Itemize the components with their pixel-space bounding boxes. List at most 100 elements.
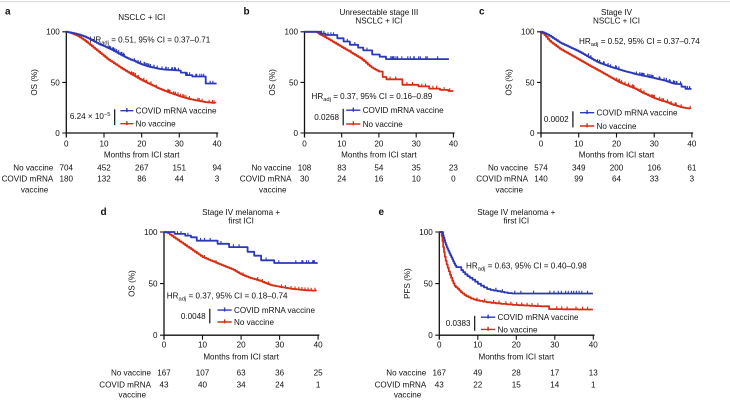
svg-text:40: 40 — [589, 341, 599, 350]
svg-text:50: 50 — [525, 78, 535, 87]
svg-text:0.0268: 0.0268 — [314, 113, 339, 122]
svg-text:COVID mRNA vaccine: COVID mRNA vaccine — [498, 313, 579, 322]
svg-text:HRadj = 0.51, 95% CI = 0.37–0.: HRadj = 0.51, 95% CI = 0.37–0.71 — [90, 36, 211, 47]
svg-text:0: 0 — [539, 139, 544, 148]
svg-text:34: 34 — [237, 380, 247, 389]
svg-text:vaccine: vaccine — [21, 185, 49, 194]
svg-text:NSCLC + ICI: NSCLC + ICI — [355, 16, 402, 25]
svg-text:No vaccine: No vaccine — [234, 318, 275, 327]
svg-text:0: 0 — [293, 129, 298, 138]
svg-text:54: 54 — [374, 163, 384, 172]
svg-text:64: 64 — [612, 175, 622, 184]
svg-text:43: 43 — [435, 380, 445, 389]
svg-text:43: 43 — [159, 380, 169, 389]
svg-text:COVID mRNA: COVID mRNA — [375, 380, 427, 389]
svg-text:35: 35 — [412, 163, 422, 172]
svg-text:No vaccine: No vaccine — [111, 369, 152, 378]
svg-text:COVID mRNA vaccine: COVID mRNA vaccine — [597, 109, 678, 118]
svg-text:25: 25 — [314, 369, 324, 378]
svg-text:d: d — [101, 207, 107, 218]
svg-text:vaccine: vaccine — [496, 185, 524, 194]
svg-text:94: 94 — [212, 163, 222, 172]
svg-text:50: 50 — [289, 78, 299, 87]
svg-text:30: 30 — [412, 139, 422, 148]
svg-text:vaccine: vaccine — [259, 185, 287, 194]
svg-text:e: e — [379, 207, 385, 218]
svg-text:No vaccine: No vaccine — [386, 369, 427, 378]
svg-text:OS (%): OS (%) — [505, 69, 514, 96]
svg-text:vaccine: vaccine — [119, 391, 147, 400]
svg-text:1: 1 — [591, 380, 596, 389]
svg-text:10: 10 — [99, 139, 109, 148]
svg-text:No vaccine: No vaccine — [488, 163, 529, 172]
svg-text:100: 100 — [284, 28, 298, 37]
svg-text:24: 24 — [337, 175, 347, 184]
svg-text:23: 23 — [449, 163, 459, 172]
svg-text:COVID mRNA: COVID mRNA — [2, 175, 54, 184]
svg-text:50: 50 — [424, 280, 434, 289]
svg-text:3: 3 — [690, 175, 695, 184]
svg-text:167: 167 — [433, 369, 447, 378]
svg-text:267: 267 — [135, 163, 149, 172]
svg-text:Months from ICI start: Months from ICI start — [203, 353, 279, 362]
svg-text:180: 180 — [60, 175, 74, 184]
svg-text:Unresectable stage III: Unresectable stage III — [340, 8, 419, 17]
svg-text:100: 100 — [419, 228, 433, 237]
svg-text:COVID mRNA vaccine: COVID mRNA vaccine — [136, 107, 217, 116]
svg-text:Months from ICI start: Months from ICI start — [579, 150, 655, 159]
svg-text:Stage IV melanoma +: Stage IV melanoma + — [477, 208, 555, 217]
svg-text:20: 20 — [612, 139, 622, 148]
svg-text:574: 574 — [534, 163, 548, 172]
svg-text:Months from ICI start: Months from ICI start — [341, 150, 417, 159]
svg-text:No vaccine: No vaccine — [498, 325, 539, 334]
svg-text:10: 10 — [473, 341, 483, 350]
svg-text:14: 14 — [550, 380, 560, 389]
svg-text:349: 349 — [572, 163, 586, 172]
svg-text:36: 36 — [275, 369, 285, 378]
svg-text:13: 13 — [589, 369, 599, 378]
svg-text:NSCLC + ICI: NSCLC + ICI — [593, 16, 640, 25]
svg-text:28: 28 — [512, 369, 522, 378]
svg-text:COVID mRNA: COVID mRNA — [476, 175, 528, 184]
svg-text:0: 0 — [302, 139, 307, 148]
svg-text:COVID mRNA vaccine: COVID mRNA vaccine — [234, 306, 315, 315]
svg-text:10: 10 — [574, 139, 584, 148]
svg-text:PFS (%): PFS (%) — [403, 268, 412, 299]
svg-text:0.0002: 0.0002 — [544, 115, 569, 124]
svg-text:40: 40 — [687, 139, 697, 148]
svg-text:0: 0 — [55, 129, 60, 138]
svg-text:83: 83 — [337, 163, 347, 172]
svg-text:0: 0 — [153, 331, 158, 340]
svg-text:86: 86 — [137, 175, 147, 184]
svg-text:50: 50 — [148, 280, 158, 289]
svg-text:16: 16 — [374, 175, 384, 184]
svg-text:0: 0 — [428, 331, 433, 340]
svg-text:0.0048: 0.0048 — [181, 312, 206, 321]
svg-text:COVID mRNA vaccine: COVID mRNA vaccine — [363, 106, 444, 115]
svg-text:30: 30 — [550, 341, 560, 350]
svg-text:40: 40 — [212, 139, 222, 148]
svg-text:0: 0 — [64, 139, 69, 148]
svg-text:first ICI: first ICI — [228, 217, 254, 226]
svg-text:20: 20 — [374, 139, 384, 148]
svg-text:100: 100 — [521, 28, 535, 37]
svg-text:a: a — [5, 7, 11, 18]
svg-text:HRadj = 0.52, 95% CI = 0.37–0.: HRadj = 0.52, 95% CI = 0.37–0.74 — [579, 37, 700, 48]
svg-text:33: 33 — [650, 175, 660, 184]
svg-text:200: 200 — [610, 163, 624, 172]
svg-text:99: 99 — [574, 175, 584, 184]
svg-text:49: 49 — [473, 369, 483, 378]
svg-text:0.0383: 0.0383 — [446, 319, 471, 328]
svg-text:COVID mRNA: COVID mRNA — [240, 175, 292, 184]
svg-text:20: 20 — [512, 341, 522, 350]
svg-text:COVID mRNA: COVID mRNA — [99, 380, 151, 389]
svg-text:30: 30 — [300, 175, 310, 184]
svg-text:6.24 × 10−5: 6.24 × 10−5 — [70, 112, 111, 121]
svg-text:HRadj = 0.37, 95% CI = 0.18–0.: HRadj = 0.37, 95% CI = 0.18–0.74 — [167, 292, 288, 303]
svg-text:140: 140 — [534, 175, 548, 184]
svg-text:No vaccine: No vaccine — [597, 122, 638, 131]
svg-text:22: 22 — [473, 380, 483, 389]
svg-text:NSCLC + ICI: NSCLC + ICI — [118, 13, 165, 22]
svg-text:100: 100 — [144, 228, 158, 237]
svg-text:24: 24 — [275, 380, 285, 389]
